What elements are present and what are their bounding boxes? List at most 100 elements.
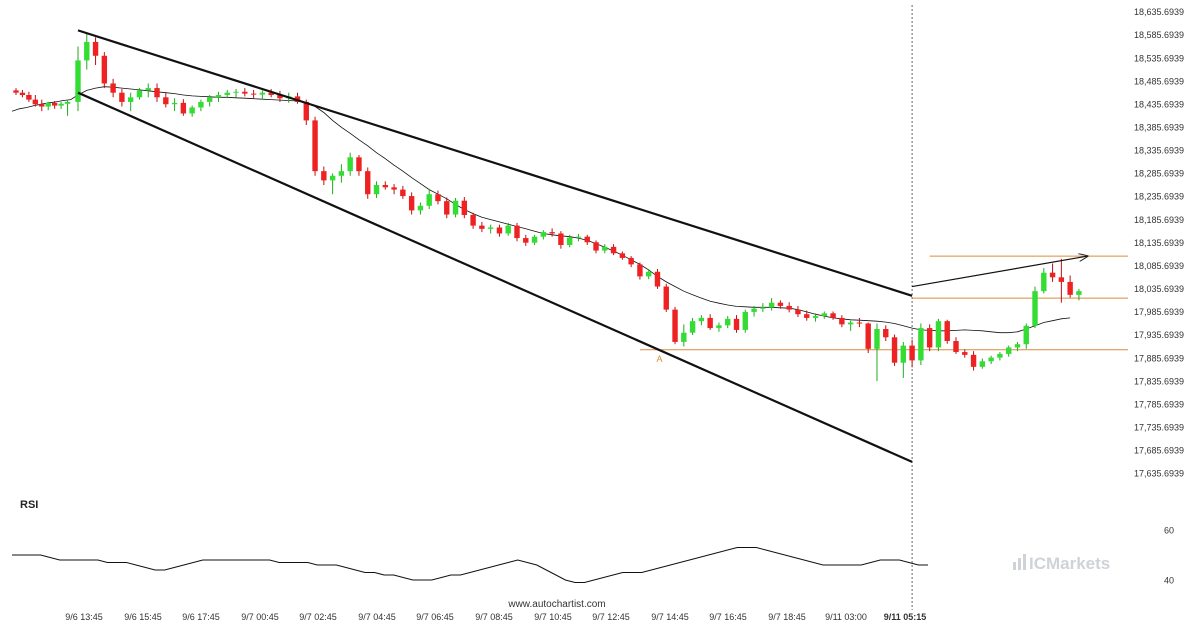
- candle-down: [856, 317, 863, 328]
- time-tick-label: 9/6 13:45: [65, 612, 103, 622]
- forecast-arrow-line: [911, 256, 1088, 288]
- candle-down: [926, 324, 933, 352]
- candle-up: [347, 152, 353, 176]
- candle-down: [593, 240, 599, 254]
- price-tick-label: 17,885.6939: [1134, 353, 1184, 363]
- candle-body: [242, 91, 248, 94]
- candle-body: [277, 95, 283, 99]
- price-tick-label: 18,385.6939: [1134, 122, 1184, 132]
- candle-down: [479, 221, 485, 233]
- time-tick-label: 9/7 08:45: [475, 612, 513, 622]
- candle-body: [935, 321, 942, 348]
- price-tick-label: 18,085.6939: [1134, 261, 1184, 271]
- candle-down: [356, 155, 362, 176]
- candle-up: [812, 313, 819, 322]
- candle-body: [575, 236, 582, 238]
- candle-body: [435, 194, 441, 202]
- price-tick-label: 18,135.6939: [1134, 238, 1184, 248]
- candle-up: [452, 197, 459, 218]
- candle-body: [32, 99, 39, 105]
- candle-down: [558, 231, 564, 249]
- candle-up: [224, 89, 230, 99]
- candle-up: [768, 298, 775, 311]
- candle-body: [101, 55, 108, 84]
- price-tick-label: 17,785.6939: [1134, 399, 1184, 409]
- candle-body: [804, 314, 810, 318]
- candle-down: [619, 251, 626, 260]
- candle-body: [1041, 272, 1047, 292]
- price-tick-label: 18,035.6939: [1134, 284, 1184, 294]
- price-tick-label: 17,685.6939: [1134, 446, 1184, 456]
- time-tick-label: 9/7 04:45: [358, 612, 396, 622]
- candle-body: [918, 328, 924, 361]
- icmarkets-logo: ICMarkets: [1013, 554, 1110, 573]
- candle-body: [189, 107, 195, 114]
- candle-body: [13, 90, 19, 93]
- candle-body: [725, 318, 731, 326]
- time-tick-label: 9/7 06:45: [416, 612, 454, 622]
- candle-body: [760, 307, 766, 309]
- candle-down: [830, 311, 836, 320]
- candle-body: [514, 225, 520, 239]
- candle-body: [250, 93, 257, 95]
- candle-body: [224, 92, 230, 95]
- time-tick-label: 9/6 17:45: [182, 612, 220, 622]
- candle-body: [593, 242, 599, 251]
- candle-down: [13, 88, 19, 95]
- candle-body: [39, 104, 45, 107]
- candle-body: [1032, 291, 1038, 326]
- candle-body: [470, 215, 476, 226]
- candle-body: [812, 316, 819, 318]
- candle-body: [558, 233, 564, 245]
- candle-down: [242, 88, 248, 97]
- price-tick-label: 18,235.6939: [1134, 192, 1184, 202]
- candle-body: [707, 317, 713, 329]
- time-tick-label: 9/7 12:45: [592, 612, 630, 622]
- candle-body: [479, 225, 485, 229]
- candle-body: [883, 329, 889, 338]
- candle-up: [689, 317, 696, 335]
- candle-body: [970, 354, 977, 367]
- price-tick-label: 18,435.6939: [1134, 99, 1184, 109]
- candle-body: [689, 321, 696, 333]
- candle-up: [1041, 268, 1047, 294]
- candle-body: [777, 302, 784, 306]
- candle-down: [584, 234, 590, 245]
- candle-down: [51, 101, 58, 109]
- candle-up: [742, 309, 748, 333]
- candle-body: [733, 318, 740, 330]
- candle-up: [417, 202, 424, 215]
- candle-body: [821, 313, 827, 317]
- candle-down: [795, 305, 801, 317]
- candle-up: [1005, 345, 1012, 357]
- price-tick-label: 18,535.6939: [1134, 53, 1184, 63]
- price-tick-label: 18,485.6939: [1134, 76, 1184, 86]
- candle-body: [136, 90, 143, 98]
- candle-body: [1067, 281, 1073, 295]
- candle-down: [408, 192, 415, 215]
- candle-up: [1014, 341, 1021, 352]
- candle-down: [365, 167, 371, 199]
- candle-body: [830, 313, 836, 318]
- candle-body: [198, 101, 204, 108]
- candle-body: [58, 103, 64, 106]
- candle-body: [610, 246, 617, 254]
- candle-up: [575, 233, 582, 242]
- candle-body: [672, 309, 678, 342]
- candle-down: [312, 116, 318, 176]
- candle-down: [610, 244, 617, 256]
- candle-body: [847, 322, 854, 325]
- candle-up: [136, 88, 143, 100]
- candle-body: [795, 309, 801, 315]
- candle-up: [189, 105, 195, 117]
- candle-up: [646, 269, 652, 280]
- candle-body: [637, 264, 643, 277]
- candle-body: [110, 83, 116, 93]
- candle-body: [19, 92, 26, 95]
- candle-down: [707, 314, 713, 330]
- candle-up: [900, 341, 907, 378]
- candle-down: [39, 99, 45, 112]
- candle-down: [663, 283, 669, 312]
- candle-down: [514, 222, 520, 242]
- watermark-url: www.autochartist.com: [507, 599, 605, 610]
